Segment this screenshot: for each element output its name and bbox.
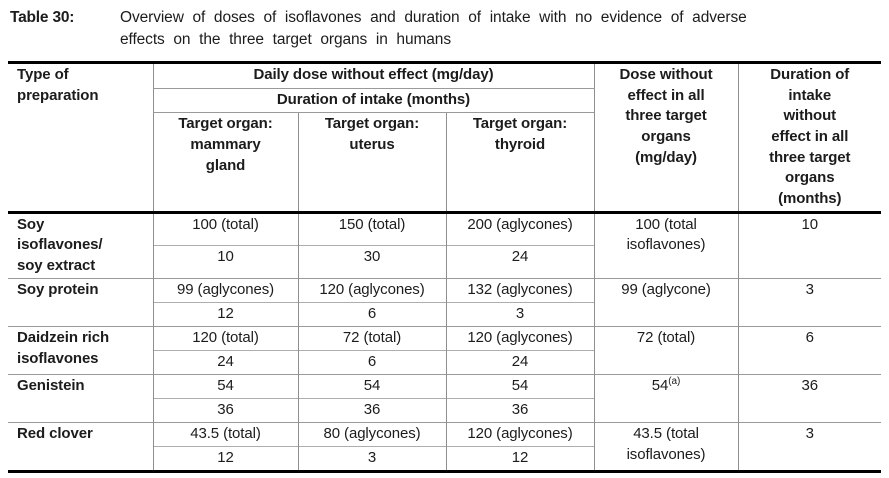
header-organ-thyroid: Target organ: thyroid — [445, 112, 594, 213]
header-organ-mammary: Target organ: mammary gland — [153, 112, 299, 213]
thyroid-dose: 120 (aglycones) — [445, 421, 595, 447]
all-organs-dose-value: 43.5 (total isoflavones) — [626, 424, 706, 463]
footnote-ref: (a) — [668, 375, 681, 387]
table-caption: Table 30: Overview of doses of isoflavon… — [10, 7, 881, 52]
header-row-2: Duration of intake (months) — [8, 88, 881, 114]
thyroid-dose: 132 (aglycones) — [445, 277, 595, 303]
mammary-duration: 36 — [153, 397, 299, 423]
all-organs-duration: 36 — [737, 373, 881, 423]
preparation-name: Soy isoflavones/ soy extract — [8, 211, 154, 279]
uterus-duration: 6 — [297, 301, 447, 327]
mammary-duration: 12 — [153, 445, 299, 472]
table-row-daidzein-dose: Daidzein rich isoflavones 120 (total) 72… — [8, 325, 881, 375]
table-row-genistein-duration: 36 36 36 — [8, 397, 881, 423]
all-organs-dose: 100 (total isoflavones) — [593, 211, 739, 279]
all-organs-dose-value: 99 (aglycone) — [621, 280, 711, 298]
table-row-red-clover-duration: 12 3 12 — [8, 445, 881, 472]
uterus-dose: 80 (aglycones) — [297, 421, 447, 447]
preparation-name: Genistein — [8, 373, 154, 423]
header-type-of-preparation: Type of preparation — [8, 62, 154, 213]
mammary-dose: 54 — [152, 373, 299, 399]
mammary-dose: 43.5 (total) — [152, 421, 299, 447]
all-organs-dose-value: 54 — [651, 376, 669, 394]
thyroid-dose: 120 (aglycones) — [445, 325, 595, 351]
all-organs-dose: 54(a) — [593, 373, 739, 423]
uterus-duration: 36 — [297, 397, 447, 423]
table-header: Type of preparation Daily dose without e… — [8, 62, 881, 213]
header-daily-dose-span: Daily dose without effect (mg/day) — [152, 62, 595, 89]
thyroid-duration: 24 — [445, 245, 594, 279]
all-organs-duration: 3 — [737, 277, 881, 327]
table-row-red-clover-dose: Red clover 43.5 (total) 80 (aglycones) 1… — [8, 421, 881, 472]
mammary-dose: 100 (total) — [152, 211, 299, 246]
header-duration-span: Duration of intake (months) — [153, 88, 594, 114]
all-organs-duration: 6 — [737, 325, 881, 375]
thyroid-dose: 200 (aglycones) — [445, 211, 595, 246]
preparation-name: Daidzein rich isoflavones — [8, 325, 154, 375]
uterus-dose: 54 — [297, 373, 447, 399]
table-row-genistein-dose: Genistein 54 54 54 54(a) 36 — [8, 373, 881, 423]
uterus-duration: 3 — [297, 445, 447, 472]
isoflavones-doses-table: Type of preparation Daily dose without e… — [8, 60, 881, 473]
thyroid-duration: 24 — [445, 349, 594, 375]
table-row-soy-protein-duration: 12 6 3 — [8, 301, 881, 327]
mammary-duration: 24 — [153, 349, 299, 375]
table-caption-text: Overview of doses of isoflavones and dur… — [120, 9, 747, 49]
all-organs-dose-value: 72 (total) — [636, 328, 696, 346]
table-row-soy-isoflavones-duration: 10 30 24 — [8, 245, 881, 279]
mammary-dose: 120 (total) — [152, 325, 299, 351]
mammary-duration: 12 — [153, 301, 299, 327]
thyroid-duration: 12 — [445, 445, 594, 472]
uterus-dose: 150 (total) — [297, 211, 447, 246]
header-organ-uterus: Target organ: uterus — [297, 112, 447, 213]
uterus-duration: 30 — [297, 245, 447, 279]
table-body: Soy isoflavones/ soy extract 100 (total)… — [8, 211, 881, 472]
header-row-3: Target organ: mammary gland Target organ… — [8, 112, 881, 213]
header-duration-all-organs: Duration of intake without effect in all… — [737, 62, 881, 213]
table-row-soy-isoflavones-dose: Soy isoflavones/ soy extract 100 (total)… — [8, 211, 881, 279]
table-number-label: Table 30: — [10, 9, 75, 26]
table-row-daidzein-duration: 24 6 24 — [8, 349, 881, 375]
uterus-duration: 6 — [297, 349, 447, 375]
thyroid-duration: 36 — [445, 397, 594, 423]
all-organs-dose: 72 (total) — [593, 325, 739, 375]
preparation-name: Soy protein — [8, 277, 154, 327]
all-organs-dose: 99 (aglycone) — [593, 277, 739, 327]
mammary-duration: 10 — [153, 245, 299, 279]
preparation-name: Red clover — [8, 421, 154, 472]
all-organs-duration: 10 — [737, 211, 881, 279]
header-dose-all-organs: Dose without effect in all three target … — [593, 62, 739, 213]
uterus-dose: 120 (aglycones) — [297, 277, 447, 303]
thyroid-duration: 3 — [445, 301, 594, 327]
thyroid-dose: 54 — [445, 373, 595, 399]
all-organs-duration: 3 — [737, 421, 881, 472]
header-row-1: Type of preparation Daily dose without e… — [8, 62, 881, 213]
uterus-dose: 72 (total) — [297, 325, 447, 351]
table-row-soy-protein-dose: Soy protein 99 (aglycones) 120 (aglycone… — [8, 277, 881, 327]
all-organs-dose-value: 100 (total isoflavones) — [626, 215, 706, 254]
mammary-dose: 99 (aglycones) — [152, 277, 299, 303]
all-organs-dose: 43.5 (total isoflavones) — [593, 421, 739, 472]
